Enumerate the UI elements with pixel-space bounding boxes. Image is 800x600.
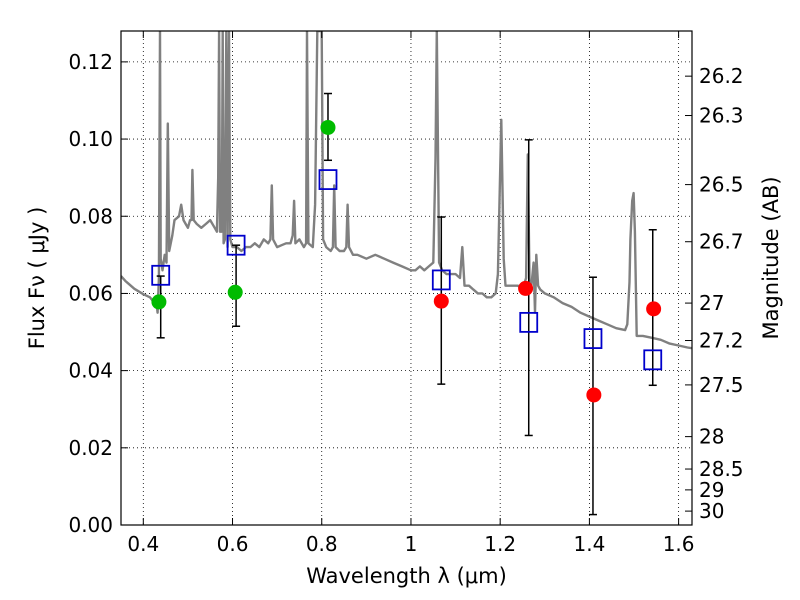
label-layer: 0.4 0.6 0.8 1 1.2 1.4 1.6 0.00 0.02 0.04 0.06 0.08 0…	[68, 50, 743, 556]
x-tick-label: 1.6	[663, 532, 695, 556]
mag-tick-label: 26.7	[699, 230, 744, 254]
mag-tick-label: 27.5	[699, 373, 744, 397]
x-tick-label: 1	[405, 532, 418, 556]
y-tick-label: 0.00	[68, 513, 113, 537]
x-tick-label: 0.6	[217, 532, 249, 556]
mag-tick-label: 28	[699, 425, 724, 449]
mag-tick-label: 26.5	[699, 173, 744, 197]
x-tick-label: 1.4	[573, 532, 605, 556]
data-point-circle	[586, 387, 602, 403]
mag-tick-label: 29	[699, 478, 724, 502]
y2-axis-title: Magnitude (AB)	[759, 176, 783, 339]
x-tick-label: 1.2	[484, 532, 516, 556]
model-point-square	[431, 269, 451, 291]
mag-tick-label: 27.2	[699, 329, 744, 353]
tick-layer	[121, 31, 692, 526]
data-point-circle	[151, 294, 167, 310]
y-tick-label: 0.12	[68, 50, 113, 74]
model-point-square	[318, 169, 338, 190]
y-tick-label: 0.08	[68, 204, 113, 228]
model-point-square	[519, 311, 539, 333]
data-point-circle	[320, 119, 336, 135]
x-tick-label: 0.8	[306, 532, 338, 556]
data-point-circle	[518, 280, 534, 296]
y-tick-label: 0.04	[68, 359, 113, 383]
model-point-square	[226, 234, 246, 256]
mag-tick-label: 28.5	[699, 457, 744, 481]
marker-layer	[151, 119, 663, 403]
y-tick-label: 0.06	[68, 281, 113, 305]
plot-frame	[120, 30, 693, 526]
data-point-circle	[227, 284, 243, 300]
data-point-circle	[646, 301, 662, 317]
data-point-circle	[433, 293, 449, 309]
y-axis-title: Flux Fν ( μJy )	[25, 207, 49, 350]
x-axis-title: Wavelength λ (μm)	[306, 564, 507, 588]
x-tick-label: 0.4	[127, 532, 159, 556]
model-point-square	[643, 349, 663, 371]
mag-tick-label: 27	[699, 291, 724, 315]
model-point-square	[151, 264, 171, 286]
model-spectrum-line	[121, 31, 692, 350]
spectrum-layer	[121, 31, 692, 350]
y-tick-label: 0.10	[68, 127, 113, 151]
model-point-square	[583, 328, 603, 349]
mag-tick-label: 26.2	[699, 64, 744, 88]
mag-tick-label: 30	[699, 499, 724, 523]
y-tick-label: 0.02	[68, 436, 113, 460]
mag-tick-label: 26.3	[699, 104, 744, 128]
